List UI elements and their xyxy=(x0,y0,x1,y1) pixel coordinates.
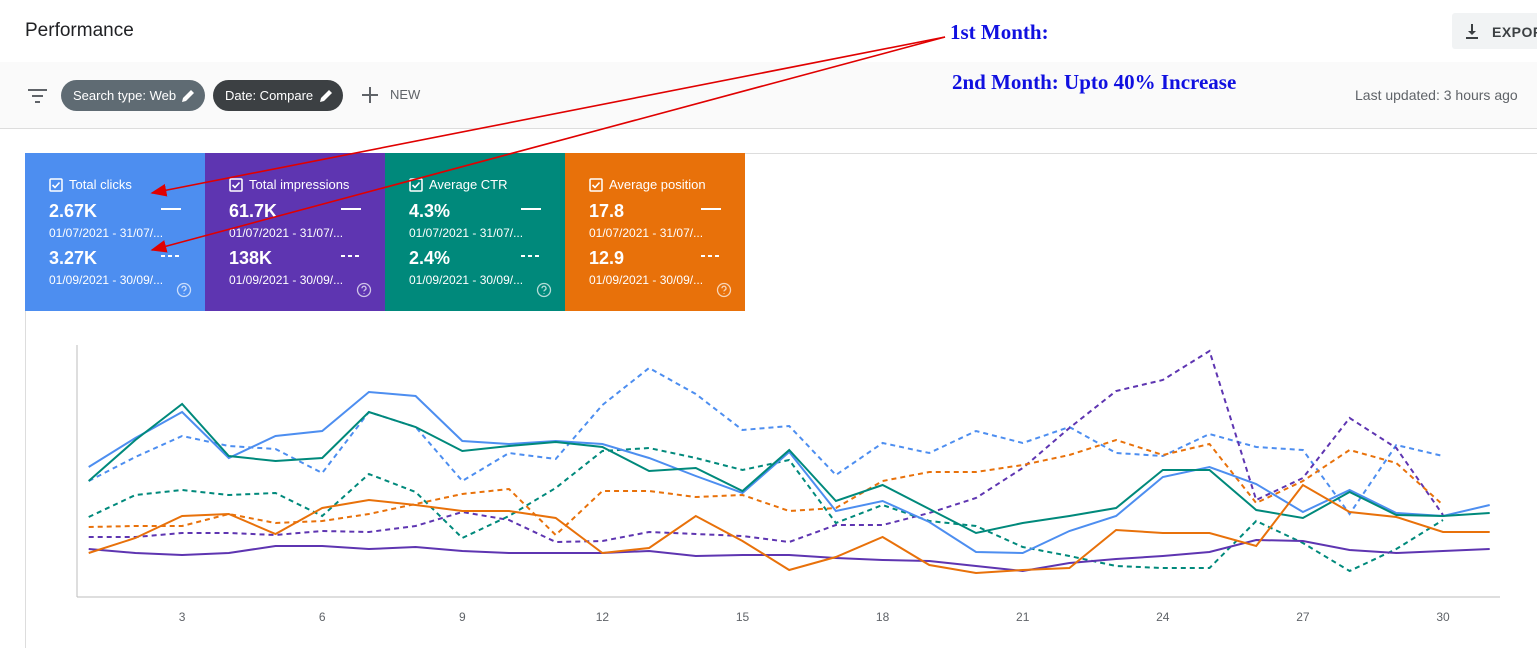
metric-value: 2.67K xyxy=(49,201,98,221)
x-tick-label: 27 xyxy=(1296,610,1310,624)
compare-line xyxy=(88,349,1444,544)
page-title: Performance xyxy=(25,20,134,41)
line-style-icon xyxy=(341,255,361,257)
line-style-icon xyxy=(161,255,181,257)
x-tick-label: 21 xyxy=(1016,610,1030,624)
series-line xyxy=(88,402,1490,535)
metric-value: 2.4% xyxy=(409,248,451,268)
help-circle xyxy=(356,282,372,298)
checkbox xyxy=(49,178,63,192)
filter-icon[interactable] xyxy=(27,86,49,106)
metric-value: 138K xyxy=(229,248,273,268)
export-label: EXPORT xyxy=(1492,24,1537,40)
metric-dates: 01/07/2021 - 31/07/... xyxy=(49,226,164,240)
series-line xyxy=(88,483,1490,575)
line-style-icon xyxy=(521,255,541,257)
x-tick-label: 6 xyxy=(319,610,326,624)
metric-dates: 01/09/2021 - 30/09/... xyxy=(229,273,344,287)
series-line xyxy=(88,390,1490,555)
line-style-icon xyxy=(701,255,721,257)
annotation: 2nd Month: Upto 40% Increase xyxy=(952,70,1237,94)
help-circle xyxy=(716,282,732,298)
x-tick-label: 18 xyxy=(876,610,890,624)
compare-line xyxy=(88,446,1444,573)
last-updated: Last updated: 3 hours ago xyxy=(1355,87,1518,103)
metric-dates: 01/09/2021 - 30/09/... xyxy=(49,273,164,287)
x-tick-label: 9 xyxy=(459,610,466,624)
checkmark xyxy=(51,181,61,189)
checkbox-box xyxy=(49,178,63,192)
help-circle xyxy=(176,282,192,298)
x-tick-label: 30 xyxy=(1436,610,1450,624)
metric-value: 3.27K xyxy=(49,248,98,268)
chip-label: Search type: Web xyxy=(73,88,177,103)
compare-line xyxy=(88,438,1444,537)
help-glyph xyxy=(541,285,547,294)
help-glyph xyxy=(361,285,367,294)
x-tick-label: 15 xyxy=(736,610,750,624)
series-line xyxy=(88,538,1490,573)
metric-dates: 01/09/2021 - 30/09/... xyxy=(589,273,704,287)
help-circle xyxy=(536,282,552,298)
help-icon[interactable] xyxy=(536,282,552,298)
export-button[interactable]: EXPORT xyxy=(1452,13,1537,49)
annotation: 1st Month: xyxy=(950,20,1049,44)
help-icon[interactable] xyxy=(176,282,192,298)
help-glyph xyxy=(181,285,187,294)
compare-line xyxy=(88,366,1444,516)
metric-label: Total clicks xyxy=(69,177,132,192)
help-glyph xyxy=(721,285,727,294)
x-tick-label: 24 xyxy=(1156,610,1170,624)
x-tick-label: 3 xyxy=(179,610,186,624)
metric-dates: 01/09/2021 - 30/09/... xyxy=(409,273,524,287)
download-icon xyxy=(1466,24,1478,39)
help-icon[interactable] xyxy=(356,282,372,298)
help-icon[interactable] xyxy=(716,282,732,298)
metric-value: 12.9 xyxy=(589,248,625,268)
x-tick-label: 12 xyxy=(596,610,610,624)
